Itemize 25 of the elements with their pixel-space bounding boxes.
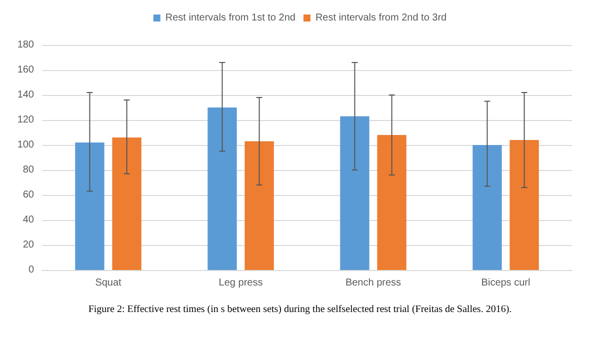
- x-tick-label: Squat: [95, 278, 122, 288]
- caption: Figure 2: Effective rest times (in s between sets) during the selfselected rest trial (Freitas de Salles. 2016).: [87, 304, 513, 315]
- y-tick-label: 160: [17, 64, 34, 76]
- bar: [112, 138, 142, 270]
- bar: [377, 135, 406, 270]
- y-tick-label: 0: [28, 264, 34, 276]
- bar: [472, 145, 502, 270]
- y-tick-label: 140: [17, 90, 34, 100]
- legend-label: Rest intervals from 2nd to 3rd: [315, 12, 447, 24]
- x-tick-label: Biceps curl: [481, 278, 530, 288]
- bar: [75, 142, 104, 270]
- bar: [510, 140, 539, 270]
- y-tick-label: 20: [22, 240, 34, 250]
- y-tick-label: 100: [17, 140, 34, 150]
- x-tick-label: Leg press: [218, 278, 263, 288]
- x-tick-label: Bench press: [345, 278, 402, 288]
- bar: [208, 108, 237, 270]
- y-tick-label: 180: [17, 40, 34, 50]
- y-tick-label: 120: [17, 114, 34, 126]
- legend-label: Rest intervals from 1st to 2nd: [165, 12, 296, 24]
- y-tick-label: 40: [22, 214, 34, 226]
- y-tick-label: 80: [22, 164, 34, 176]
- bar: [340, 116, 370, 270]
- y-tick-label: 60: [22, 190, 34, 200]
- bar: [244, 141, 274, 270]
